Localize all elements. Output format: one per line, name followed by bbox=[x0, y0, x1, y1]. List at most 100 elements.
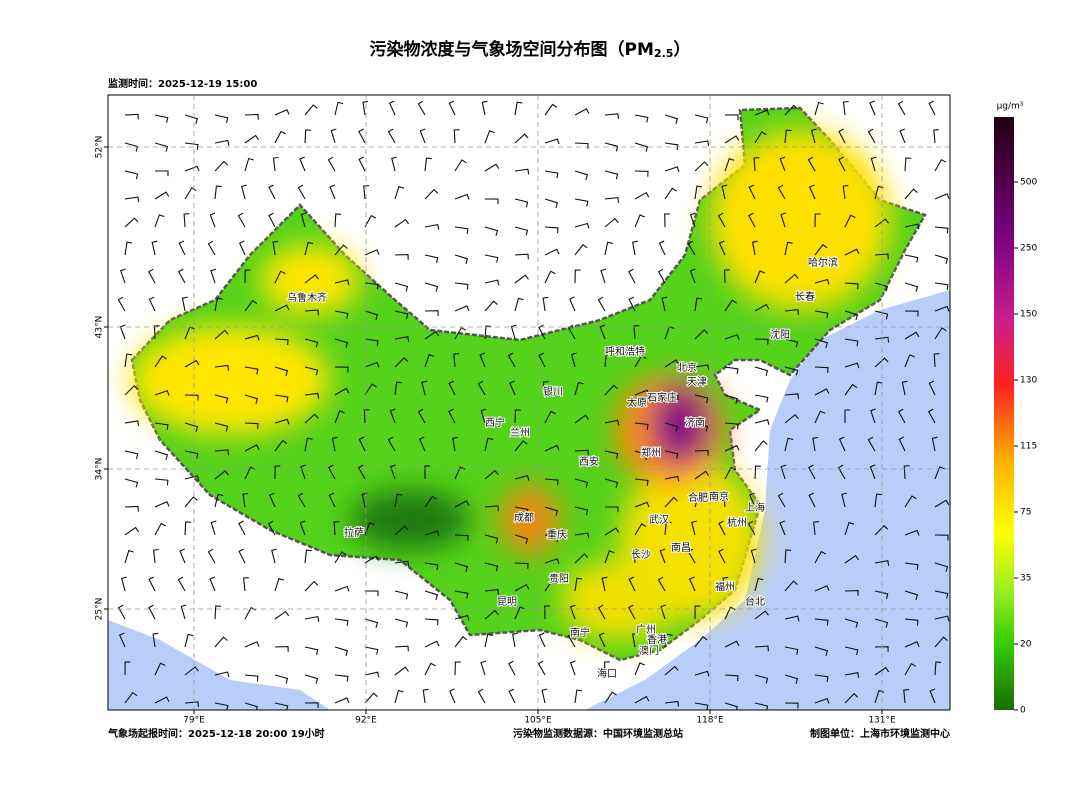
wind-barb bbox=[148, 576, 156, 592]
wind-barb bbox=[574, 108, 590, 116]
wind-barb bbox=[899, 128, 906, 144]
wind-barb bbox=[691, 520, 697, 536]
wind-barb bbox=[424, 188, 439, 200]
wind-barb bbox=[542, 380, 549, 396]
wind-barb bbox=[844, 214, 856, 228]
wind-barb bbox=[574, 553, 589, 564]
wind-barb bbox=[424, 662, 436, 676]
wind-barb bbox=[687, 240, 696, 256]
wind-barb bbox=[931, 436, 938, 452]
wind-barb bbox=[814, 213, 821, 228]
wind-barb bbox=[389, 408, 396, 424]
wind-barb bbox=[633, 325, 640, 340]
wind-barb bbox=[722, 492, 729, 508]
wind-barb bbox=[842, 100, 849, 116]
wind-barb bbox=[901, 380, 908, 396]
wind-barb bbox=[628, 576, 636, 592]
city-label: 台北 bbox=[745, 595, 765, 608]
wind-barb bbox=[634, 695, 650, 704]
wind-barb bbox=[244, 157, 254, 172]
wind-barb bbox=[844, 248, 860, 256]
wind-barb bbox=[841, 492, 848, 508]
wind-barb bbox=[574, 170, 589, 180]
wind-barb bbox=[814, 674, 829, 682]
wind-barb bbox=[364, 522, 375, 536]
city-label: 西安 bbox=[579, 455, 599, 468]
wind-barb bbox=[904, 641, 920, 648]
city-label: 太原 bbox=[627, 396, 647, 409]
wind-barb bbox=[154, 696, 170, 704]
wind-barb bbox=[364, 214, 377, 228]
wind-barb bbox=[514, 198, 529, 208]
wind-barb bbox=[664, 213, 670, 228]
wind-barb bbox=[424, 282, 439, 292]
wind-barb bbox=[394, 560, 410, 567]
wind-barb bbox=[514, 475, 530, 481]
wind-barb bbox=[184, 450, 199, 459]
wind-barb bbox=[364, 249, 380, 256]
wind-barb bbox=[124, 385, 139, 396]
wind-barb bbox=[364, 310, 379, 320]
wind-barb bbox=[244, 394, 259, 404]
wind-barb bbox=[718, 240, 726, 256]
wind-barb bbox=[334, 279, 350, 286]
wind-barb bbox=[214, 364, 230, 371]
wind-barb bbox=[124, 450, 139, 460]
wind-barb bbox=[717, 212, 726, 228]
city-label: 石家庄 bbox=[647, 391, 677, 404]
wind-barb bbox=[694, 114, 709, 124]
wind-barb bbox=[934, 562, 949, 572]
wind-barb bbox=[784, 646, 799, 655]
wind-barb bbox=[363, 409, 370, 424]
wind-barb bbox=[904, 562, 919, 570]
wind-barb bbox=[724, 674, 739, 682]
wind-barb bbox=[484, 254, 499, 263]
wind-barb bbox=[184, 422, 199, 432]
wind-barb bbox=[934, 327, 947, 340]
wind-barb bbox=[634, 501, 650, 508]
wind-barb bbox=[154, 191, 170, 200]
wind-barb bbox=[334, 646, 349, 656]
wind-barb bbox=[422, 688, 429, 704]
wind-barb bbox=[754, 419, 770, 425]
wind-barb bbox=[514, 583, 530, 592]
wind-barb bbox=[154, 355, 167, 368]
wind-barb bbox=[424, 254, 439, 264]
wind-barb bbox=[237, 212, 246, 228]
wind-barb bbox=[274, 394, 289, 403]
city-label: 拉萨 bbox=[344, 526, 364, 539]
wind-barb bbox=[514, 506, 529, 515]
wind-barb bbox=[657, 268, 666, 284]
city-label: 济南 bbox=[685, 416, 705, 429]
wind-barb bbox=[484, 130, 495, 144]
colorbar-tick-label: 130 bbox=[1020, 376, 1037, 386]
wind-barb bbox=[694, 329, 709, 340]
wind-barb bbox=[777, 184, 786, 200]
wind-barb bbox=[124, 217, 139, 228]
wind-barb bbox=[934, 282, 949, 290]
wind-barb bbox=[934, 615, 950, 622]
wind-barb bbox=[244, 702, 259, 710]
wind-barb bbox=[928, 100, 936, 116]
wind-barb bbox=[538, 632, 546, 648]
wind-barb bbox=[724, 640, 740, 648]
wind-barb bbox=[268, 492, 276, 508]
wind-barb bbox=[238, 520, 246, 536]
wind-barb bbox=[124, 478, 139, 488]
city-label: 香港 bbox=[647, 634, 667, 646]
time: 监测时间：2025-12-19 15:00 bbox=[108, 77, 257, 90]
title-end: ） bbox=[673, 39, 690, 60]
wind-barb bbox=[364, 282, 379, 290]
wind-barb bbox=[244, 334, 260, 341]
map-area bbox=[108, 95, 950, 710]
wind-barb bbox=[118, 632, 126, 648]
wind-barb bbox=[124, 170, 139, 180]
wind-barb bbox=[394, 381, 402, 396]
wind-barb bbox=[364, 338, 379, 347]
wind-barb bbox=[874, 218, 889, 228]
wind-barb bbox=[147, 268, 156, 284]
wind-barb bbox=[244, 299, 258, 312]
wind-barb bbox=[448, 408, 456, 424]
wind-barb bbox=[214, 671, 230, 678]
wind-barb bbox=[424, 331, 440, 340]
